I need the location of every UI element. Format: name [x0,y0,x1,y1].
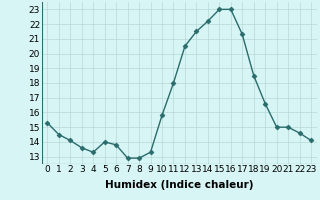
X-axis label: Humidex (Indice chaleur): Humidex (Indice chaleur) [105,180,253,190]
